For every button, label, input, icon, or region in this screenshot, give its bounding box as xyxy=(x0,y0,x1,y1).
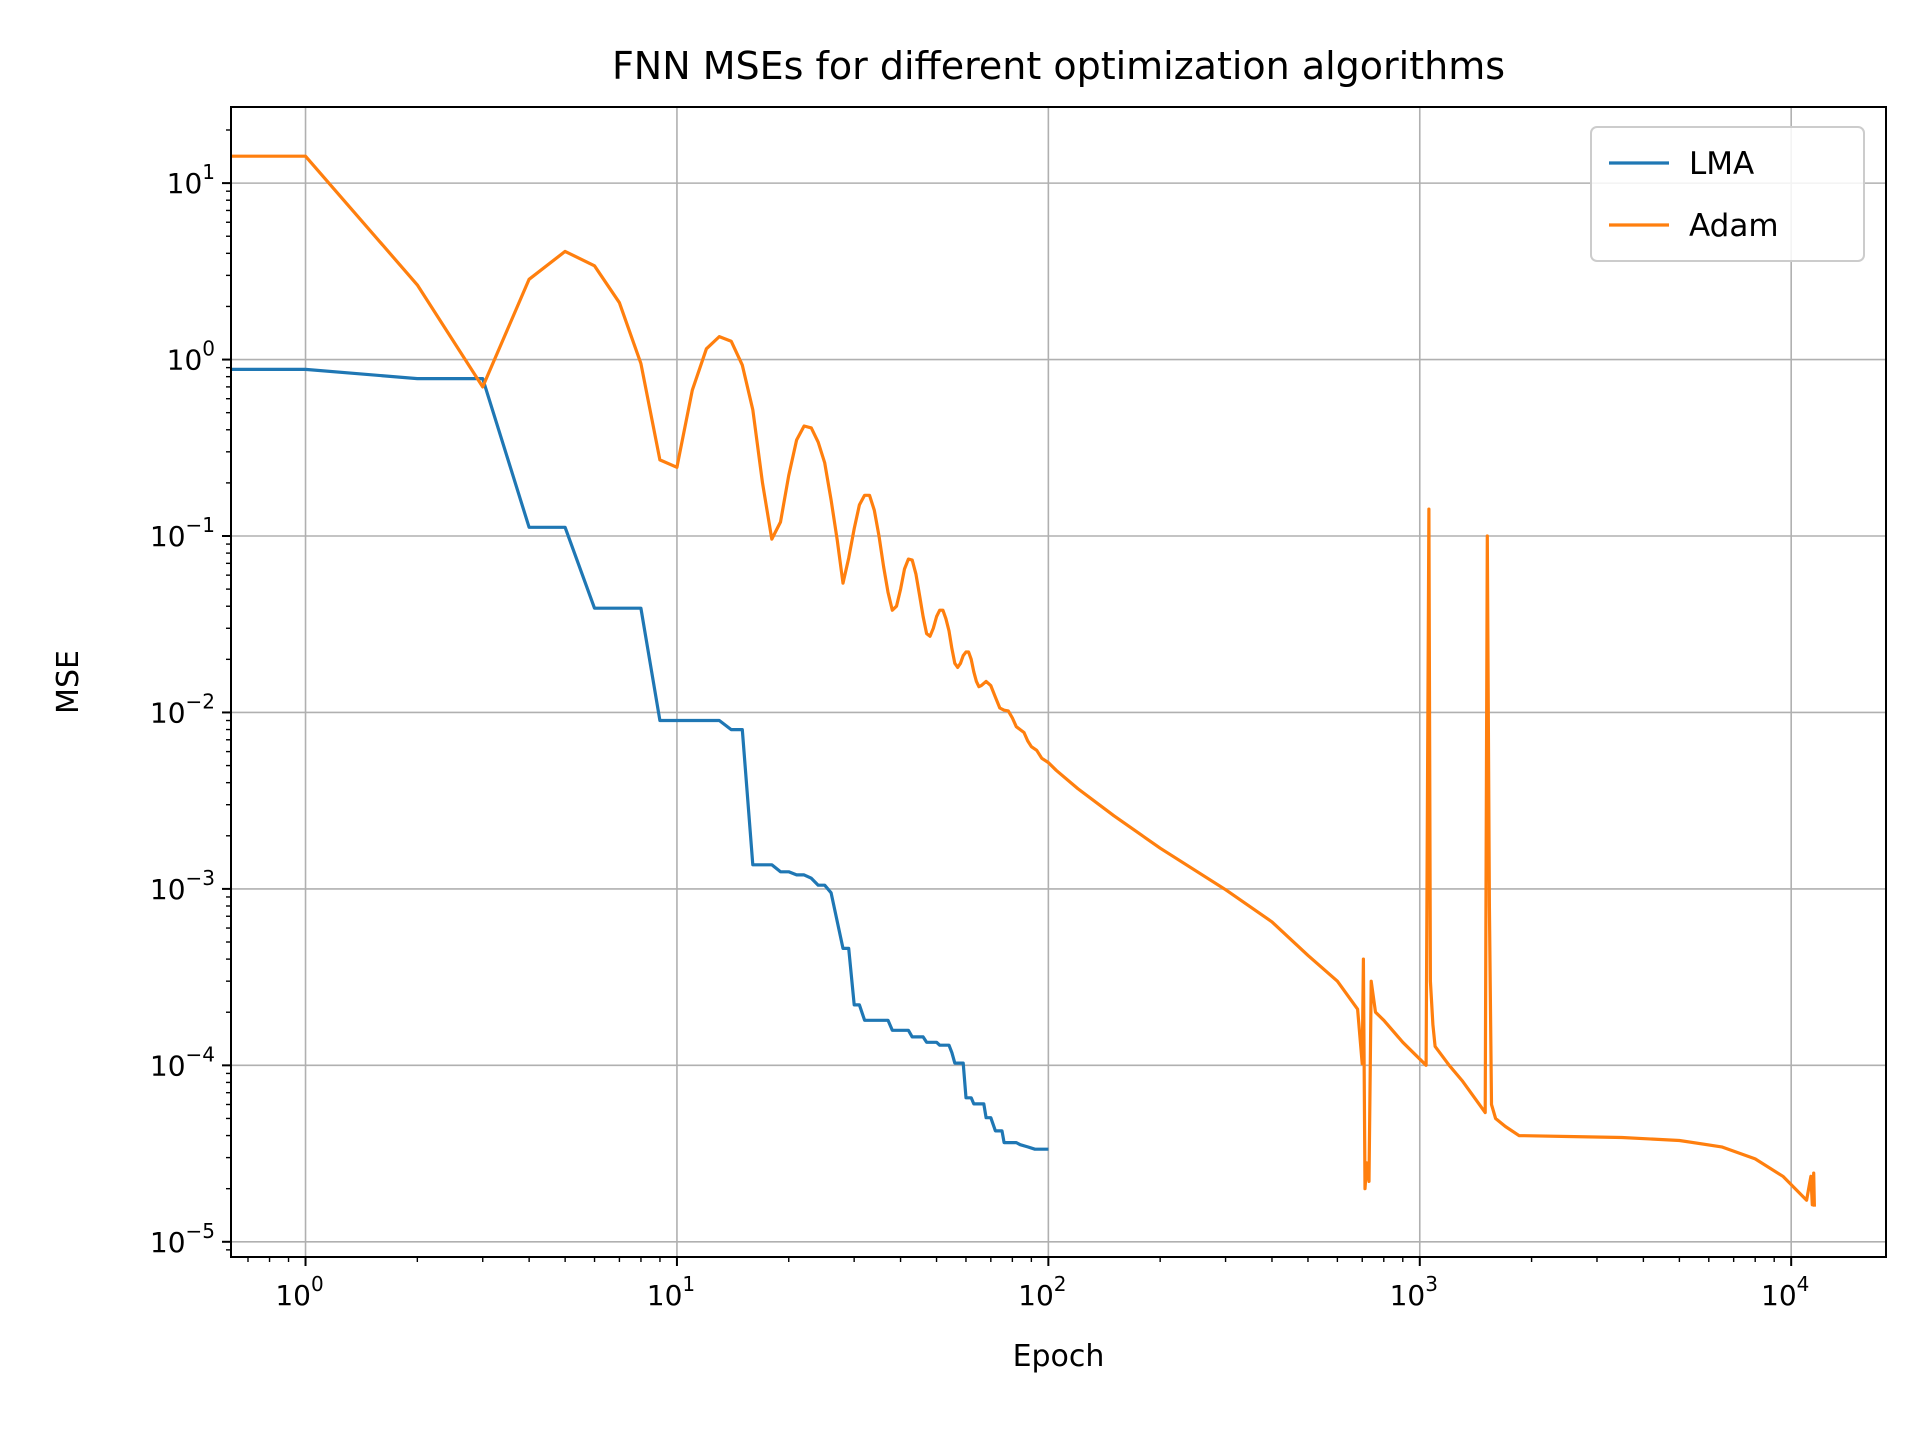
x-tick-base: 10 xyxy=(1390,1279,1426,1312)
x-tick-base: 10 xyxy=(275,1279,311,1312)
x-tick-base: 10 xyxy=(647,1279,683,1312)
legend-label-lma: LMA xyxy=(1689,146,1754,182)
legend: LMA Adam xyxy=(1590,126,1865,262)
y-tick-label: 101 xyxy=(167,160,215,200)
y-tick-exp: 0 xyxy=(202,337,215,361)
y-tick-base: 10 xyxy=(150,696,186,729)
y-tick-base: 10 xyxy=(150,1049,186,1082)
y-tick-exp: 1 xyxy=(202,160,215,184)
x-tick-exp: 4 xyxy=(1797,1272,1810,1296)
series-lines xyxy=(231,154,1816,1207)
y-tick-exp: −1 xyxy=(186,513,215,537)
chart-title: FNN MSEs for different optimization algo… xyxy=(612,44,1505,88)
y-tick-exp: −4 xyxy=(186,1042,215,1066)
y-tick-base: 10 xyxy=(167,344,203,377)
y-tick-label: 100 xyxy=(167,337,215,377)
x-tick-base: 10 xyxy=(1018,1279,1054,1312)
legend-box xyxy=(1590,126,1865,262)
y-tick-label: 10−3 xyxy=(150,866,215,906)
series-line-lma xyxy=(231,367,1049,1151)
grid xyxy=(231,107,1886,1257)
y-tick-label: 10−5 xyxy=(150,1219,215,1259)
x-axis-label: Epoch xyxy=(1013,1339,1105,1374)
x-tick-label: 101 xyxy=(647,1272,695,1312)
x-tick-base: 10 xyxy=(1761,1279,1797,1312)
y-tick-exp: −5 xyxy=(186,1219,215,1243)
y-tick-base: 10 xyxy=(150,520,186,553)
y-tick-exp: −2 xyxy=(186,689,215,713)
major-ticks xyxy=(222,182,1793,1266)
x-tick-exp: 1 xyxy=(682,1272,695,1296)
x-tick-exp: 0 xyxy=(311,1272,324,1296)
y-tick-base: 10 xyxy=(150,873,186,906)
y-tick-label: 10−1 xyxy=(150,513,215,553)
x-tick-label: 104 xyxy=(1761,1272,1809,1312)
x-tick-exp: 3 xyxy=(1425,1272,1438,1296)
y-tick-exp: −3 xyxy=(186,866,215,890)
x-tick-labels: 100 101 102 103 104 xyxy=(275,1272,1809,1312)
series-line-adam xyxy=(231,154,1816,1207)
x-tick-label: 100 xyxy=(275,1272,323,1312)
plot-frame xyxy=(230,106,1887,1258)
legend-label-adam: Adam xyxy=(1689,208,1779,244)
x-tick-exp: 2 xyxy=(1054,1272,1067,1296)
y-tick-base: 10 xyxy=(167,167,203,200)
y-tick-label: 10−2 xyxy=(150,689,215,729)
y-axis-label: MSE xyxy=(51,650,86,714)
y-tick-base: 10 xyxy=(150,1226,186,1259)
y-tick-label: 10−4 xyxy=(150,1042,215,1082)
x-tick-label: 103 xyxy=(1390,1272,1438,1312)
x-tick-label: 102 xyxy=(1018,1272,1066,1312)
